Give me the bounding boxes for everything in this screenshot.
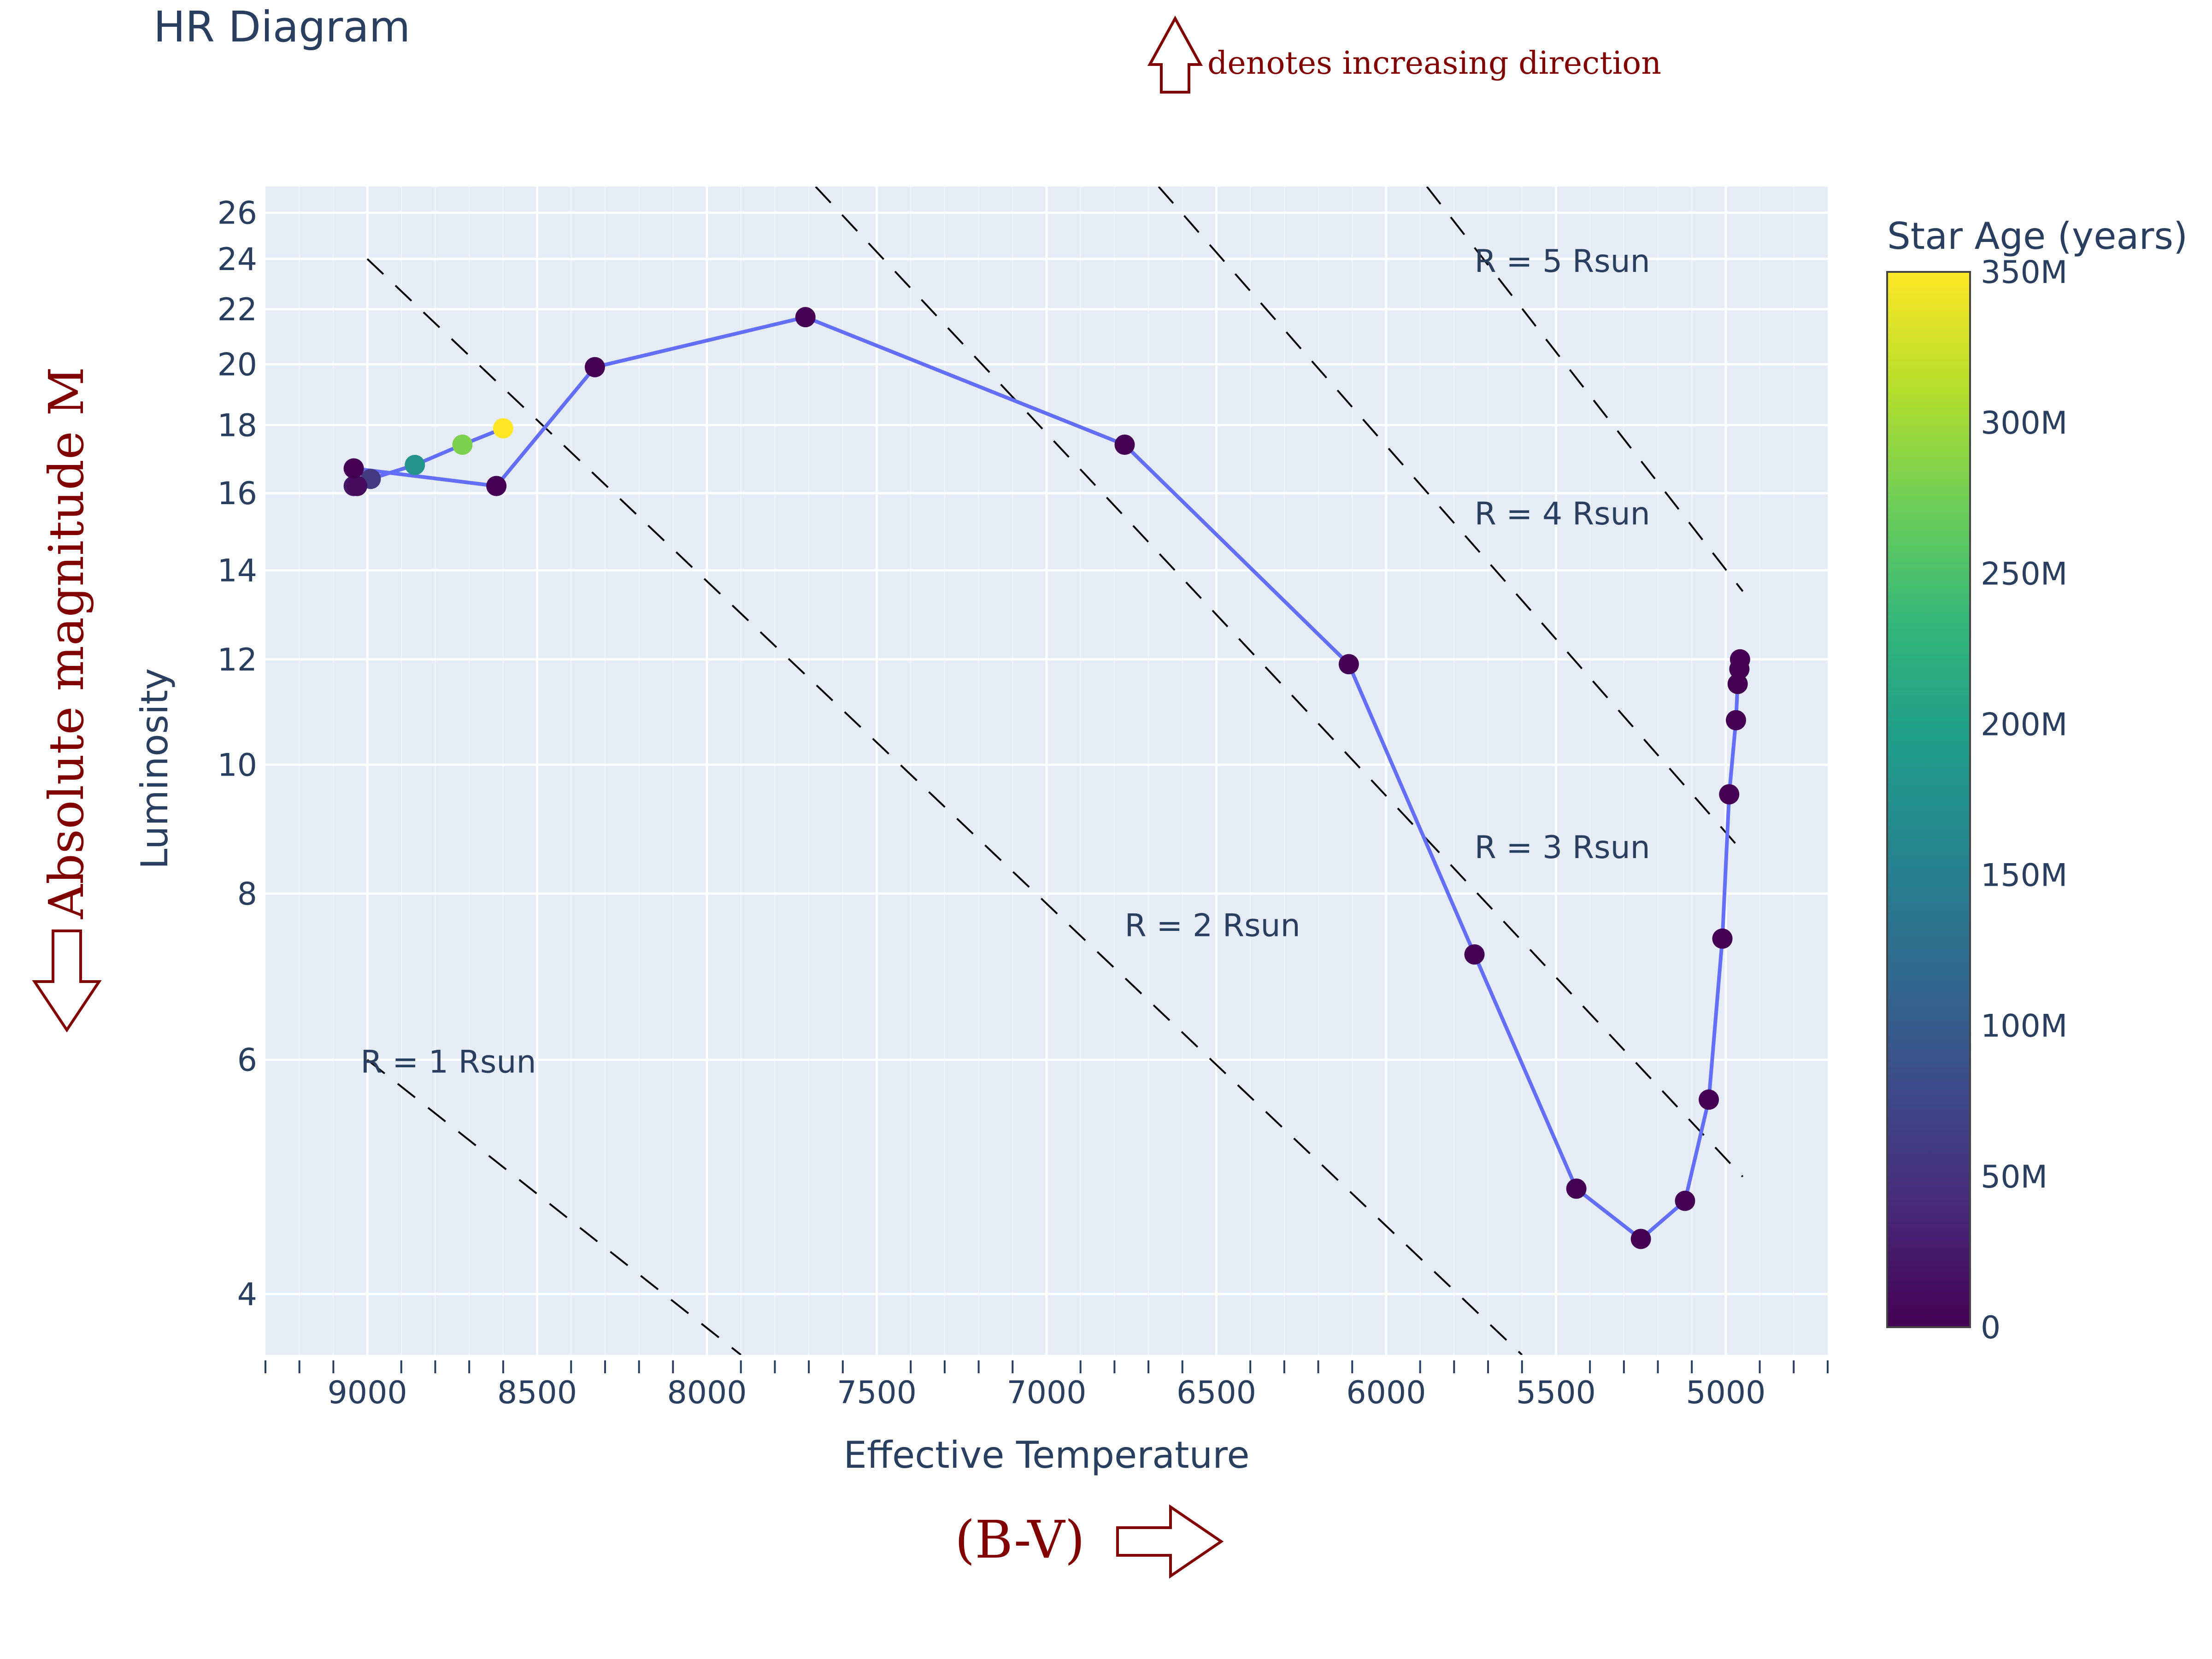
star-point: [493, 418, 513, 439]
star-point: [1699, 1089, 1719, 1110]
y-tick-label: 20: [217, 347, 257, 383]
right-arrow-icon: [1116, 1504, 1224, 1579]
star-point: [486, 476, 507, 496]
radius-label: R = 5 Rsun: [1475, 243, 1650, 280]
star-point: [1726, 710, 1747, 730]
radius-lines: [366, 187, 1744, 1355]
y-tick-label: 10: [217, 747, 257, 783]
colorbar-title: Star Age (years): [1887, 215, 2188, 258]
star-point: [795, 307, 816, 328]
star-point: [1675, 1190, 1695, 1211]
star-point: [343, 458, 364, 479]
star-point: [347, 476, 367, 496]
star-point: [1719, 784, 1740, 805]
direction-note: denotes increasing direction: [1207, 45, 1661, 82]
colorbar-tick-label: 200M: [1981, 706, 2067, 743]
star-points: [343, 307, 1750, 1249]
colorbar: [1886, 271, 1971, 1328]
colorbar-tick-label: 50M: [1981, 1159, 2047, 1195]
star-point: [1464, 944, 1485, 965]
radius-line: [1426, 187, 1744, 592]
color-index-label: (B-V): [955, 1510, 1085, 1570]
y-tick-label: 22: [217, 292, 257, 328]
radius-line: [1158, 187, 1744, 853]
star-point: [1338, 654, 1359, 675]
colorbar-tick-label: 0: [1981, 1310, 2000, 1346]
star-point: [584, 357, 605, 377]
star-point: [1730, 649, 1750, 670]
x-tick-label: 8500: [497, 1375, 577, 1411]
radius-labels: R = 1 Rsun R = 2 Rsun R = 3 Rsun R = 4 Rsun…: [360, 243, 1650, 1081]
x-axis-title: Effective Temperature: [843, 1434, 1249, 1477]
star-point: [1566, 1178, 1587, 1199]
y-tick-label: 12: [217, 642, 257, 678]
y-tick-label: 8: [237, 876, 257, 912]
y-axis-title: Luminosity: [133, 668, 176, 869]
x-tick-label: 7500: [837, 1375, 917, 1411]
star-point: [1114, 435, 1135, 455]
radius-line: [366, 1059, 741, 1355]
x-tick-label: 5500: [1516, 1375, 1596, 1411]
x-tick-label: 7000: [1006, 1375, 1086, 1411]
y-tick-label: 16: [217, 476, 257, 512]
y-axis-ticks: 4 6 8 10 12 14 16 18 20 22 24 26: [217, 195, 257, 1313]
x-tick-label: 9000: [328, 1375, 407, 1411]
y-tick-label: 24: [217, 241, 257, 278]
star-point: [1727, 674, 1748, 694]
y-tick-label: 4: [237, 1277, 257, 1313]
colorbar-tick-label: 100M: [1981, 1008, 2067, 1045]
radius-label: R = 1 Rsun: [360, 1044, 536, 1081]
y-tick-label: 18: [217, 408, 257, 444]
down-arrow-icon: [32, 930, 102, 1033]
colorbar-tick-label: 300M: [1981, 405, 2067, 441]
star-point: [1712, 928, 1733, 949]
x-tick-label: 5000: [1686, 1375, 1765, 1411]
major-gridlines: [265, 187, 1828, 1355]
x-axis-ticks: 9000 8500 8000 7500 7000 6500 6000 5500 5000: [265, 1360, 1829, 1411]
star-point: [405, 455, 425, 476]
x-tick-label: 8000: [667, 1375, 747, 1411]
colorbar-tick-label: 350M: [1981, 254, 2067, 291]
radius-label: R = 4 Rsun: [1475, 496, 1650, 532]
colorbar-ticks: 0 50M 100M 150M 200M 250M 300M 350M: [1981, 254, 2067, 1346]
y-tick-label: 26: [217, 195, 257, 232]
radius-line: [815, 187, 1744, 1177]
radius-label: R = 3 Rsun: [1475, 830, 1650, 866]
colorbar-tick-label: 250M: [1981, 556, 2067, 592]
x-tick-label: 6000: [1346, 1375, 1426, 1411]
chart-title: HR Diagram: [153, 2, 410, 52]
colorbar-tick-label: 150M: [1981, 858, 2067, 894]
x-tick-label: 6500: [1177, 1375, 1256, 1411]
star-point: [452, 435, 473, 455]
up-arrow-icon: [1147, 15, 1203, 94]
radius-line: [366, 258, 1523, 1355]
y-tick-label: 6: [237, 1042, 257, 1079]
y-tick-label: 14: [217, 553, 257, 589]
minor-gridlines: [299, 187, 1794, 1355]
radius-label: R = 2 Rsun: [1125, 907, 1300, 944]
star-point: [1630, 1229, 1651, 1249]
magnitude-label: Absolute magnitude M: [38, 367, 94, 919]
